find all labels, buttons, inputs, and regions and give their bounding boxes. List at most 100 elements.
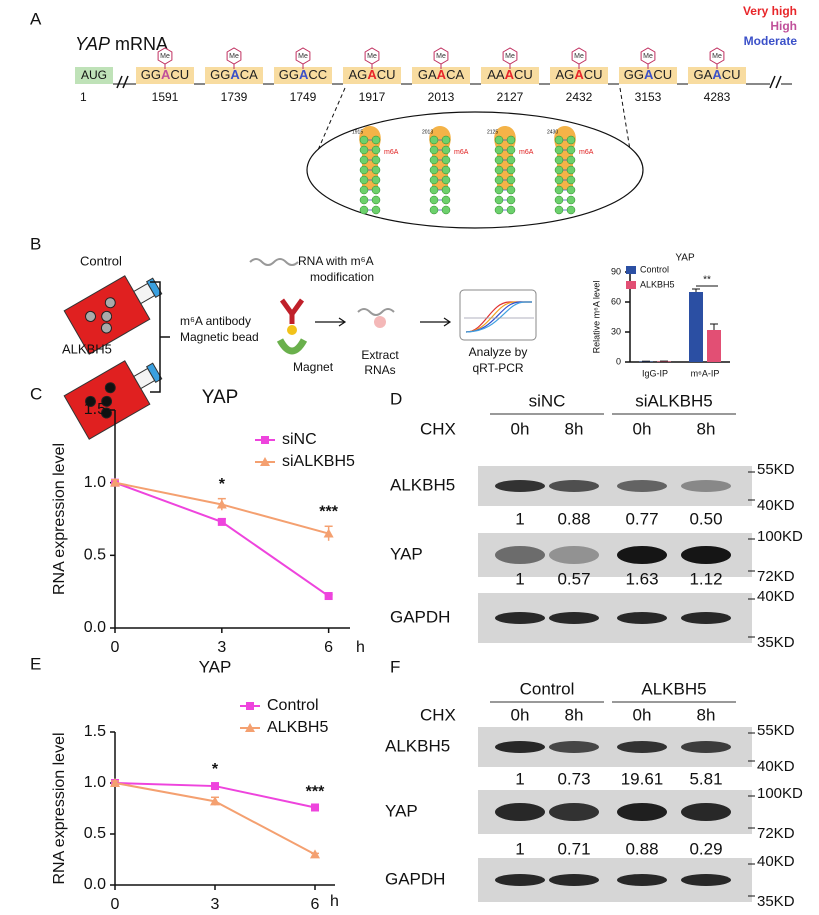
size-marker: 72KD — [757, 568, 795, 585]
seq-base: A — [505, 67, 515, 82]
me-label: Me — [160, 53, 170, 60]
legend-entry: ALKBH5 — [640, 279, 675, 289]
x-tick-label: m⁶A-IP — [691, 368, 720, 378]
nucleotide — [566, 155, 576, 165]
seq-post: CU — [653, 67, 672, 82]
nucleotide — [506, 175, 516, 185]
marker — [217, 517, 226, 526]
cell — [104, 382, 116, 394]
seq-post: CC — [308, 67, 327, 82]
group-label: ALKBH5 — [641, 679, 706, 698]
x-tick-label: 6 — [311, 896, 320, 913]
site-seq: GAACA — [418, 67, 465, 82]
y-tick-label: 0.0 — [84, 876, 106, 893]
nucleotide — [506, 205, 516, 215]
nucleotide — [359, 165, 369, 175]
nucleotide — [554, 165, 564, 175]
seq-base: A — [437, 67, 447, 82]
row-label: ALKBH5 — [385, 736, 450, 755]
band — [549, 803, 599, 821]
me-label: Me — [436, 53, 446, 60]
seq-base: A — [574, 67, 584, 82]
marker — [110, 778, 120, 787]
legend-swatch — [626, 281, 636, 289]
quantification: 1 — [515, 509, 524, 528]
site-seq: GGACA — [210, 67, 258, 82]
marker — [310, 849, 320, 859]
panel-label: C — [30, 384, 42, 403]
nucleotide — [429, 145, 439, 155]
size-marker: 55KD — [757, 722, 795, 739]
nucleotide — [566, 205, 576, 215]
site-box — [412, 67, 470, 84]
start-box — [75, 67, 113, 84]
band — [681, 741, 731, 753]
row-label: YAP — [390, 544, 423, 563]
gene-suffix: mRNA — [115, 34, 168, 54]
nucleotide — [429, 135, 439, 145]
band — [549, 546, 599, 564]
band — [681, 874, 731, 886]
nucleotide — [566, 135, 576, 145]
band — [617, 874, 667, 886]
me-label: Me — [505, 53, 515, 60]
quantification: 1 — [515, 839, 524, 858]
seq-post: CA — [240, 67, 258, 82]
nucleotide — [371, 165, 381, 175]
y-tick-label: 0.5 — [84, 547, 106, 564]
site-box — [343, 67, 401, 84]
site-box — [205, 67, 263, 84]
panel-label: B — [30, 234, 41, 253]
nucleotide — [371, 205, 381, 215]
nucleotide — [441, 145, 451, 155]
antibody — [279, 298, 305, 324]
y-axis-label: RNA expression level — [51, 443, 68, 595]
arrow — [420, 317, 452, 327]
size-marker: 100KD — [757, 528, 803, 545]
band — [681, 612, 731, 624]
nucleotide — [371, 185, 381, 195]
nucleotide — [506, 135, 516, 145]
seq-post: CU — [584, 67, 603, 82]
nucleotide — [554, 185, 564, 195]
x-tick-label: 6 — [324, 639, 333, 656]
structure-position: 2013 — [422, 129, 433, 135]
seq-base: A — [367, 67, 377, 82]
legend-entry: Very high — [743, 4, 797, 18]
site-seq: AGACU — [349, 67, 396, 82]
me-label: Me — [643, 53, 653, 60]
nucleotide — [506, 155, 516, 165]
cell — [85, 310, 97, 322]
quantification: 0.73 — [557, 769, 590, 788]
nucleotide — [554, 195, 564, 205]
site-seq: GGACC — [279, 67, 327, 82]
position: 1 — [80, 90, 87, 104]
me-hex — [157, 47, 173, 65]
nucleotide — [371, 135, 381, 145]
bar — [707, 330, 721, 362]
site-seq: GGACU — [141, 67, 189, 82]
band — [617, 546, 667, 564]
y-tick-label: 1.5 — [84, 401, 106, 418]
position: 1591 — [152, 90, 179, 104]
panel-label: F — [390, 657, 400, 676]
y-tick-label: 0.0 — [84, 619, 106, 636]
nucleotide — [494, 155, 504, 165]
x-tick-label: 0 — [111, 896, 120, 913]
seq-post: CU — [170, 67, 189, 82]
me-hex — [709, 47, 725, 65]
quantification: 0.29 — [689, 839, 722, 858]
position: 3153 — [635, 90, 662, 104]
seq-base: A — [161, 67, 171, 82]
y-axis-label: RNA expression level — [51, 732, 68, 884]
seq-post: CU — [514, 67, 533, 82]
nucleotide — [566, 165, 576, 175]
seq-pre: GG — [141, 67, 161, 82]
x-axis-label: h — [330, 893, 339, 910]
nucleotide — [371, 175, 381, 185]
me-hex — [433, 47, 449, 65]
nucleotide — [429, 185, 439, 195]
bar — [689, 292, 703, 362]
nucleotide — [429, 205, 439, 215]
seq-pre: AG — [349, 67, 368, 82]
